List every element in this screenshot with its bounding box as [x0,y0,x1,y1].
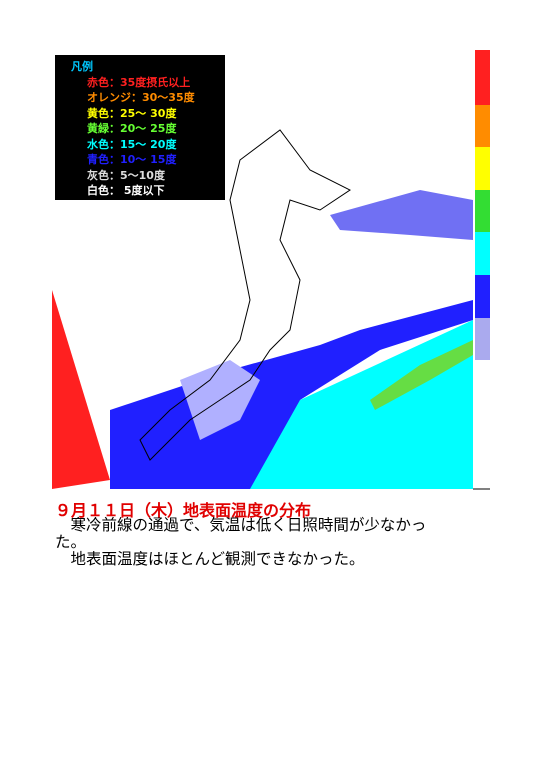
legend-item: 白色： 5度以下 [87,184,165,197]
scale-yellow [475,147,490,190]
legend-item: 黄色：25～ 30度 [87,106,177,120]
legend-item: 赤色：35度摂氏以上 [87,75,191,89]
caption-title: ９月１１日（木）地表面温度の分布 [55,501,312,520]
paragraph: 寒冷前線の通過で、気温は低く日照時間が少なかった。 [55,516,427,551]
paragraph: 地表面温度はほとんど観測できなかった。 [55,550,365,568]
green-area [370,340,473,410]
blue-area [110,300,473,489]
legend-item: 水色：15～ 20度 [87,137,177,151]
scale-blue [475,275,490,318]
scale-red [475,50,490,105]
legend-item: 灰色：5～10度 [87,168,165,182]
coastline [139,129,351,461]
legend-item: 青色：10～ 15度 [87,153,177,166]
red-area [52,290,110,489]
scale-green [475,190,490,232]
legend-title: 凡例 [71,60,93,73]
legend-item: オレンジ：30～35度 [87,91,195,104]
blue-north [330,190,473,240]
legend: 凡例 赤色：35度摂氏以上 オレンジ：30～35度 黄色：25～ 30度 黄緑：20～… [55,55,225,200]
caption-text: 寒冷前線の通過で、気温は低く日照時間が少なかった。 地表面温度はほとんど観測でき… [55,517,447,568]
scale-cyan [475,232,490,275]
scale-gray [475,318,490,360]
scale-orange [475,105,490,147]
legend-item: 黄緑：20～ 25度 [87,122,177,135]
